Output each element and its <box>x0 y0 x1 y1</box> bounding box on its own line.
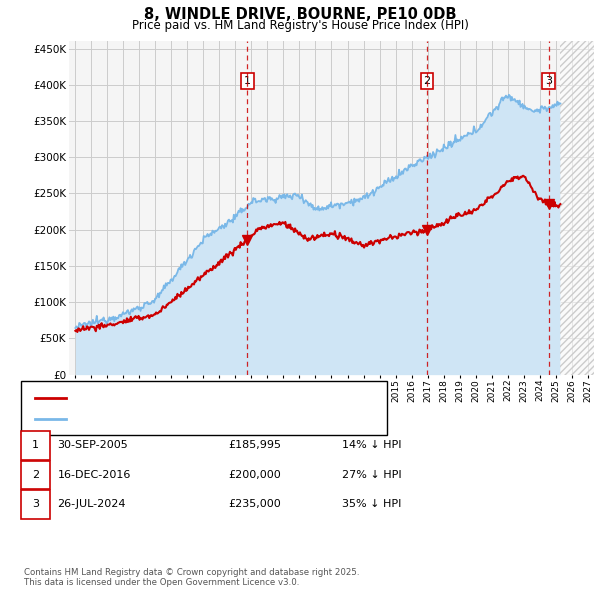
Text: 27% ↓ HPI: 27% ↓ HPI <box>342 470 401 480</box>
Text: 30-SEP-2005: 30-SEP-2005 <box>58 441 128 450</box>
Text: 35% ↓ HPI: 35% ↓ HPI <box>342 500 401 509</box>
Text: Price paid vs. HM Land Registry's House Price Index (HPI): Price paid vs. HM Land Registry's House … <box>131 19 469 32</box>
Text: £235,000: £235,000 <box>228 500 281 509</box>
Text: 1: 1 <box>32 441 39 450</box>
Text: 8, WINDLE DRIVE, BOURNE, PE10 0DB (detached house): 8, WINDLE DRIVE, BOURNE, PE10 0DB (detac… <box>71 392 364 402</box>
Text: 8, WINDLE DRIVE, BOURNE, PE10 0DB: 8, WINDLE DRIVE, BOURNE, PE10 0DB <box>144 7 456 22</box>
Text: HPI: Average price, detached house, South Kesteven: HPI: Average price, detached house, Sout… <box>71 414 345 424</box>
Text: 1: 1 <box>244 76 251 86</box>
Text: £200,000: £200,000 <box>228 470 281 480</box>
Text: 16-DEC-2016: 16-DEC-2016 <box>58 470 131 480</box>
Text: Contains HM Land Registry data © Crown copyright and database right 2025.
This d: Contains HM Land Registry data © Crown c… <box>24 568 359 587</box>
Text: 2: 2 <box>424 76 430 86</box>
Text: 14% ↓ HPI: 14% ↓ HPI <box>342 441 401 450</box>
Text: 3: 3 <box>32 500 39 509</box>
Text: £185,995: £185,995 <box>228 441 281 450</box>
Text: 2: 2 <box>32 470 39 480</box>
Text: 3: 3 <box>545 76 552 86</box>
Text: 26-JUL-2024: 26-JUL-2024 <box>58 500 126 509</box>
